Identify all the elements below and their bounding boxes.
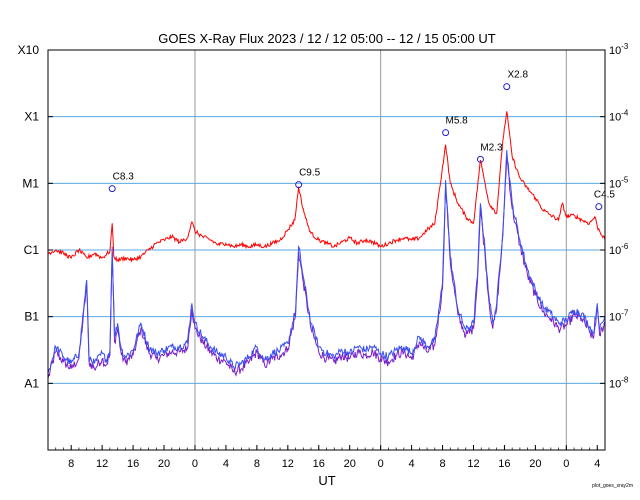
left-tick-a1: A1 (24, 376, 39, 390)
x-tick-label: 20 (344, 458, 356, 470)
left-tick-x10: X10 (18, 43, 40, 57)
left-tick-x1: X1 (24, 110, 39, 124)
series-line-secondary (47, 155, 606, 379)
x-tick-label: 0 (563, 458, 569, 470)
peak-marker-c4-5 (595, 203, 603, 211)
left-tick-c1: C1 (24, 243, 40, 257)
grid-lines (48, 50, 605, 450)
peak-label-c8-3: C8.3 (113, 172, 135, 183)
credit-text: plot_goes_xray2m (592, 483, 633, 489)
right-tick-label: 10-7 (609, 309, 629, 324)
peak-marker-m2-3 (476, 155, 484, 163)
x-tick-label: 16 (127, 458, 139, 470)
chart-title: GOES X-Ray Flux 2023 / 12 / 12 05:00 -- … (158, 31, 496, 46)
x-tick-label: 0 (378, 458, 384, 470)
series-layer (47, 111, 606, 379)
series-line-short (47, 149, 606, 374)
x-tick-label: 8 (254, 458, 260, 470)
x-tick-label: 20 (529, 458, 541, 470)
peak-label-m2-3: M2.3 (480, 142, 503, 153)
right-tick-label: 10-4 (609, 109, 629, 124)
x-tick-label: 4 (409, 458, 415, 470)
peak-label-m5-8: M5.8 (446, 116, 469, 127)
peak-label-c4-5: C4.5 (594, 190, 616, 201)
x-tick-label: 4 (594, 458, 600, 470)
peak-marker-m5-8 (442, 129, 450, 137)
x-tick-label: 0 (192, 458, 198, 470)
peak-label-c9-5: C9.5 (299, 168, 321, 179)
x-tick-label: 20 (158, 458, 170, 470)
x-tick-label: 8 (439, 458, 445, 470)
x-tick-label: 12 (96, 458, 108, 470)
right-tick-label: 10-8 (609, 375, 629, 390)
peak-markers: C8.3 C9.5 M5.8 M2.3 X2.8 C4.5 (108, 70, 616, 211)
axis-layer: A1 B1 C1 M1 X1 X10 10-8 10-7 10-6 10-5 10-4 10-3 8 12… (18, 42, 629, 470)
x-tick-label: 12 (467, 458, 479, 470)
left-tick-b1: B1 (24, 310, 39, 324)
series-line-long (48, 111, 606, 263)
left-tick-m1: M1 (22, 176, 39, 190)
x-tick-label: 8 (68, 458, 74, 470)
x-tick-label: 16 (313, 458, 325, 470)
right-tick-label: 10-5 (609, 175, 629, 190)
peak-marker-c8-3 (108, 185, 116, 193)
peak-label-x2-8: X2.8 (507, 70, 528, 81)
right-tick-label: 10-3 (609, 42, 629, 57)
x-tick-label: 4 (223, 458, 229, 470)
right-tick-label: 10-6 (609, 242, 629, 257)
peak-marker-c9-5 (295, 181, 303, 189)
x-axis-label: UT (318, 473, 335, 488)
peak-marker-x2-8 (503, 83, 511, 91)
x-tick-label: 16 (498, 458, 510, 470)
x-tick-label: 12 (282, 458, 294, 470)
